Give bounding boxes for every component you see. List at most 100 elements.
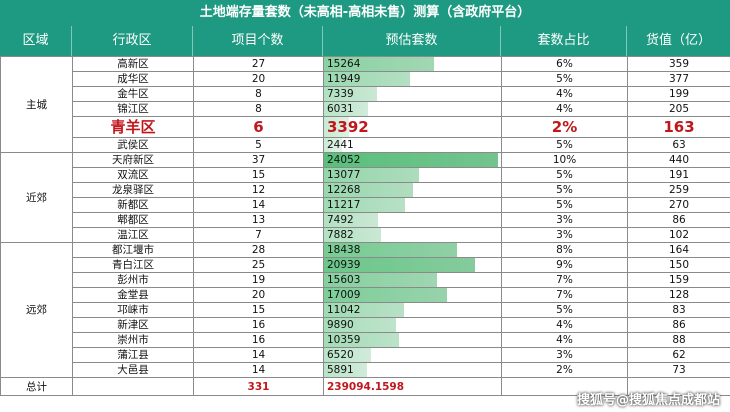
estimate-value: 20939: [327, 259, 361, 271]
value-cell: 191: [627, 167, 730, 183]
estimate-value: 24052: [327, 154, 361, 166]
estimate-bar: [324, 168, 419, 182]
header-count: 项目个数: [193, 26, 323, 56]
estimate-value: 11217: [327, 199, 361, 211]
district-cell: 新都区: [72, 197, 194, 213]
share-cell: 7%: [501, 287, 628, 303]
estimate-value: 11949: [327, 73, 361, 85]
table-row: 双流区 15 13077 5% 191: [1, 167, 730, 183]
share-cell: 5%: [501, 137, 628, 153]
table-row: 近郊 天府新区 37 24052 10% 440: [0, 152, 730, 243]
estimate-cell: 15264: [323, 56, 502, 72]
value-cell: 440: [627, 152, 730, 168]
estimate-value: 7339: [327, 88, 354, 100]
header-row: 区域 行政区 项目个数 预估套数 套数占比 货值（亿）: [0, 26, 730, 56]
header-share: 套数占比: [501, 26, 627, 56]
estimate-cell: 18438: [323, 242, 502, 258]
count-cell: 28: [193, 242, 324, 258]
data-table: 主城 高新区 27 15264 6% 359 成华区 20 11949 5% 377 金牛区 8 7339…: [0, 56, 730, 396]
estimate-cell: 7492: [323, 212, 502, 228]
estimate-bar: [324, 333, 399, 347]
estimate-cell: 17009: [323, 287, 502, 303]
district-cell: 金牛区: [72, 86, 194, 102]
value-cell: 128: [627, 287, 730, 303]
share-cell: 2%: [501, 362, 628, 378]
value-cell: 377: [627, 71, 730, 87]
estimate-bar: [324, 303, 404, 317]
estimate-cell: 9890: [323, 317, 502, 333]
estimate-cell: 20939: [323, 257, 502, 273]
header-value: 货值（亿）: [645, 33, 711, 48]
estimate-value: 7492: [327, 214, 354, 226]
estimate-bar: [324, 318, 396, 332]
estimate-cell: 3392: [323, 116, 502, 138]
estimate-cell: 12268: [323, 182, 502, 198]
count-cell: 14: [193, 347, 324, 363]
estimate-cell: 7882: [323, 227, 502, 243]
table-row: 金牛区 8 7339 4% 199: [1, 86, 730, 102]
total-count: 331: [193, 377, 324, 396]
region-cell: 远郊: [0, 242, 73, 378]
district-cell: 天府新区: [72, 152, 194, 168]
table-row: 大邑县 14 5891 2% 73: [1, 362, 730, 378]
share-cell: 3%: [501, 227, 628, 243]
share-cell: 5%: [501, 71, 628, 87]
estimate-bar: [324, 258, 475, 272]
value-cell: 83: [627, 302, 730, 318]
region-cell: 近郊: [0, 152, 73, 243]
district-cell: 彭州市: [72, 272, 194, 288]
estimate-bar: [324, 228, 381, 242]
table-row: 主城 高新区 27 15264 6% 359: [0, 56, 730, 153]
value-cell: 159: [627, 272, 730, 288]
estimate-bar: [324, 348, 371, 362]
estimate-value: 6520: [327, 349, 354, 361]
count-cell: 14: [193, 197, 324, 213]
estimate-cell: 6031: [323, 101, 502, 117]
table-row: 青白江区 25 20939 9% 150: [1, 257, 730, 273]
value-cell: 164: [627, 242, 730, 258]
estimate-value: 7882: [327, 229, 354, 241]
value-cell: 62: [627, 347, 730, 363]
estimate-value: 13077: [327, 169, 361, 181]
count-cell: 16: [193, 332, 324, 348]
region-cell: 主城: [0, 56, 73, 153]
total-label: 总计: [0, 377, 73, 396]
estimate-bar: [324, 213, 378, 227]
table-row: 彭州市 19 15603 7% 159: [1, 272, 730, 288]
table-row: 新都区 14 11217 5% 270: [1, 197, 730, 213]
count-cell: 25: [193, 257, 324, 273]
estimate-bar: [324, 72, 410, 86]
share-cell: 4%: [501, 332, 628, 348]
value-cell: 63: [627, 137, 730, 153]
district-cell: 武侯区: [72, 137, 194, 153]
estimate-value: 9890: [327, 319, 354, 331]
count-cell: 20: [193, 71, 324, 87]
count-cell: 13: [193, 212, 324, 228]
district-cell: 青白江区: [72, 257, 194, 273]
estimate-value: 18438: [327, 244, 361, 256]
estimate-bar: [324, 183, 413, 197]
count-cell: 8: [193, 101, 324, 117]
estimate-value: 15264: [327, 58, 361, 70]
district-cell: 龙泉驿区: [72, 182, 194, 198]
estimate-bar: [324, 273, 437, 287]
district-cell: 邛崃市: [72, 302, 194, 318]
district-cell: 新津区: [72, 317, 194, 333]
estimate-bar: [324, 363, 367, 377]
share-cell: 5%: [501, 182, 628, 198]
district-cell: 金堂县: [72, 287, 194, 303]
value-cell: 259: [627, 182, 730, 198]
estimate-bar: [324, 198, 405, 212]
share-cell: 2%: [501, 116, 628, 138]
table-row: 新津区 16 9890 4% 86: [1, 317, 730, 333]
district-cell: 大邑县: [72, 362, 194, 378]
value-cell: 86: [627, 317, 730, 333]
estimate-cell: 5891: [323, 362, 502, 378]
estimate-value: 2441: [327, 139, 354, 151]
count-cell: 37: [193, 152, 324, 168]
estimate-bar: [324, 57, 434, 71]
count-cell: 7: [193, 227, 324, 243]
count-cell: 27: [193, 56, 324, 72]
value-cell: 270: [627, 197, 730, 213]
